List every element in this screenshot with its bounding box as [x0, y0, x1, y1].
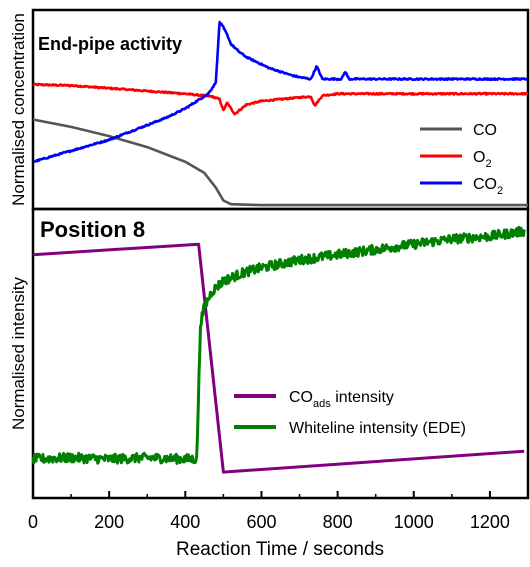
top-series-line-o2 — [32, 82, 529, 116]
bottom-panel-ylabel: Normalised intensity — [9, 276, 28, 430]
top-legend-label-co2: CO2 — [473, 176, 503, 197]
x-tick-label-400: 400 — [170, 512, 200, 532]
bottom-panel: Position 8 Normalised intensity COads in… — [9, 207, 530, 560]
bottom-panel-frame — [31, 207, 530, 500]
bottom-series-line-coads-intensity — [32, 242, 525, 474]
bottom-legend: COads intensity Whiteline intensity (EDE) — [234, 389, 466, 437]
x-axis-label: Reaction Time / seconds — [176, 539, 384, 560]
bottom-legend-label-whiteline: Whiteline intensity (EDE) — [289, 420, 466, 437]
top-panel-title: End-pipe activity — [38, 34, 182, 54]
top-panel-ylabel: Normalised concentration — [9, 13, 28, 206]
x-tick-label-600: 600 — [246, 512, 276, 532]
x-tick-label-1000: 1000 — [394, 512, 434, 532]
bottom-legend-label-coads: COads intensity — [289, 389, 394, 410]
bottom-series-group — [31, 225, 526, 474]
x-axis: 0 200 400 600 800 1000 1200 — [28, 491, 510, 532]
bottom-series-line-whiteline-intensity-ede- — [31, 225, 526, 465]
top-legend: CO O2 CO2 — [420, 122, 503, 197]
top-legend-label-o2: O2 — [473, 149, 492, 170]
top-legend-label-co: CO — [473, 122, 497, 139]
x-tick-label-0: 0 — [28, 512, 38, 532]
top-series-line-co2 — [32, 20, 529, 164]
top-panel: End-pipe activity Normalised concentrati… — [9, 8, 530, 211]
x-tick-label-200: 200 — [94, 512, 124, 532]
bottom-panel-title: Position 8 — [40, 217, 145, 242]
top-series-line-co — [32, 118, 528, 207]
x-tick-label-1200: 1200 — [470, 512, 510, 532]
top-series-group — [32, 20, 529, 207]
x-tick-label-800: 800 — [323, 512, 353, 532]
